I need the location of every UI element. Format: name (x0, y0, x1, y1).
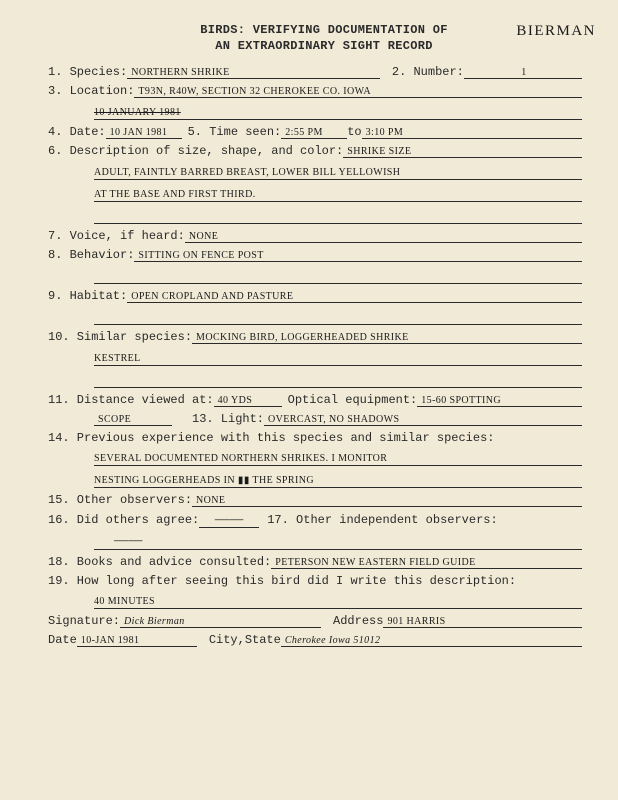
row-species-number: 1. Species: NORTHERN SHRIKE 2. Number: 1 (48, 66, 582, 79)
label-time: 5. Time seen: (188, 126, 282, 138)
label-species: 1. Species: (48, 66, 127, 78)
label-time-to: to (347, 126, 361, 138)
field-address[interactable]: 901 HARRIS (383, 617, 582, 628)
field-distance[interactable]: 40 yds (214, 396, 282, 407)
label-description: 6. Description of size, shape, and color… (48, 145, 343, 157)
row-signature-address: Signature: Dick Bierman Address 901 HARR… (48, 615, 582, 628)
label-optical: Optical equipment: (288, 394, 418, 406)
label-agree: 16. Did others agree: (48, 514, 199, 526)
label-independent: 17. Other independent observers: (267, 514, 497, 526)
field-signature[interactable]: Dick Bierman (120, 617, 321, 628)
field-voice[interactable]: NONE (185, 232, 582, 243)
field-time-to[interactable]: 3:10 PM (362, 128, 582, 139)
label-number: 2. Number: (392, 66, 464, 78)
row-other-observers: 15. Other observers: NONE (48, 494, 582, 507)
label-habitat: 9. Habitat: (48, 290, 127, 302)
field-location-line2[interactable]: 10 JANUARY 1981 (94, 104, 582, 120)
field-light[interactable]: OVERCAST, NO SHADOWS (264, 415, 582, 426)
row-agree-independent: 16. Did others agree: —— 17. Other indep… (48, 513, 582, 528)
label-experience: 14. Previous experience with this specie… (48, 432, 494, 444)
field-description-line2[interactable]: ADULT, FAINTLY BARRED BREAST, LOWER BILL… (94, 164, 582, 180)
field-time-from[interactable]: 2:55 PM (281, 128, 347, 139)
field-optical[interactable]: 15-60 SPOTTING (417, 396, 582, 407)
field-experience-line2[interactable]: SEVERAL DOCUMENTED NORTHERN SHRIKES. I M… (94, 450, 582, 466)
form-subtitle: AN EXTRAORDINARY SIGHT RECORD (66, 40, 582, 52)
label-city: City,State (209, 634, 281, 646)
label-light: 13. Light: (192, 413, 264, 425)
field-number[interactable]: 1 (464, 68, 582, 79)
field-description-line3[interactable]: AT THE BASE AND FIRST THIRD. (94, 186, 582, 202)
field-howlong-line2[interactable]: 40 MINUTES (94, 593, 582, 609)
label-voice: 7. Voice, if heard: (48, 230, 185, 242)
field-city[interactable]: Cherokee Iowa 51012 (281, 636, 582, 647)
label-sig-date: Date (48, 634, 77, 646)
field-date[interactable]: 10 JAN 1981 (106, 128, 182, 139)
field-similar[interactable]: MOCKING BIRD, LOGGERHEADED SHRIKE (192, 333, 582, 344)
label-signature: Signature: (48, 615, 120, 627)
row-behavior: 8. Behavior: SITTING ON FENCE POST (48, 249, 582, 262)
label-address: Address (333, 615, 383, 627)
row-date-city: Date 10-JAN 1981 City,State Cherokee Iow… (48, 634, 582, 647)
row-scope-light: SCOPE 13. Light: OVERCAST, NO SHADOWS (94, 413, 582, 426)
field-description[interactable]: SHRIKE SIZE (343, 147, 582, 158)
row-location: 3. Location: T93N, R40W, SECTION 32 CHER… (48, 85, 582, 98)
field-species[interactable]: NORTHERN SHRIKE (127, 68, 380, 79)
label-books: 18. Books and advice consulted: (48, 556, 271, 568)
row-howlong: 19. How long after seeing this bird did … (48, 575, 582, 587)
observer-name-annotation: BIERMAN (516, 24, 596, 39)
row-similar: 10. Similar species: MOCKING BIRD, LOGGE… (48, 331, 582, 344)
field-optical-line2[interactable]: SCOPE (94, 415, 172, 426)
label-date: 4. Date: (48, 126, 106, 138)
field-agree[interactable]: —— (199, 513, 259, 528)
field-behavior[interactable]: SITTING ON FENCE POST (134, 251, 582, 262)
label-other-observers: 15. Other observers: (48, 494, 192, 506)
field-experience-line3[interactable]: NESTING LOGGERHEADS IN ▮▮ THE SPRING (94, 472, 582, 488)
row-voice: 7. Voice, if heard: NONE (48, 230, 582, 243)
field-independent-line2[interactable]: —— (94, 534, 582, 550)
label-location: 3. Location: (48, 85, 134, 97)
field-habitat[interactable]: OPEN CROPLAND AND PASTURE (127, 292, 582, 303)
row-habitat: 9. Habitat: OPEN CROPLAND AND PASTURE (48, 290, 582, 303)
field-books[interactable]: PETERSON NEW EASTERN FIELD GUIDE (271, 558, 582, 569)
row-distance-optical: 11. Distance viewed at: 40 yds Optical e… (48, 394, 582, 407)
row-experience: 14. Previous experience with this specie… (48, 432, 582, 444)
field-description-line4[interactable] (94, 208, 582, 224)
field-habitat-line2[interactable] (94, 309, 582, 325)
row-description: 6. Description of size, shape, and color… (48, 145, 582, 158)
field-similar-line2[interactable]: KESTREL (94, 350, 582, 366)
field-sig-date[interactable]: 10-JAN 1981 (77, 636, 197, 647)
field-similar-line3[interactable] (94, 372, 582, 388)
form-title: BIRDS: VERIFYING DOCUMENTATION OF (66, 24, 582, 36)
label-howlong: 19. How long after seeing this bird did … (48, 575, 516, 587)
field-location[interactable]: T93N, R40W, SECTION 32 CHEROKEE CO. IOWA (134, 87, 582, 98)
label-similar: 10. Similar species: (48, 331, 192, 343)
row-books: 18. Books and advice consulted: PETERSON… (48, 556, 582, 569)
label-distance: 11. Distance viewed at: (48, 394, 214, 406)
row-date-time: 4. Date: 10 JAN 1981 5. Time seen: 2:55 … (48, 126, 582, 139)
label-behavior: 8. Behavior: (48, 249, 134, 261)
field-other-observers[interactable]: NONE (192, 496, 582, 507)
field-behavior-line2[interactable] (94, 268, 582, 284)
